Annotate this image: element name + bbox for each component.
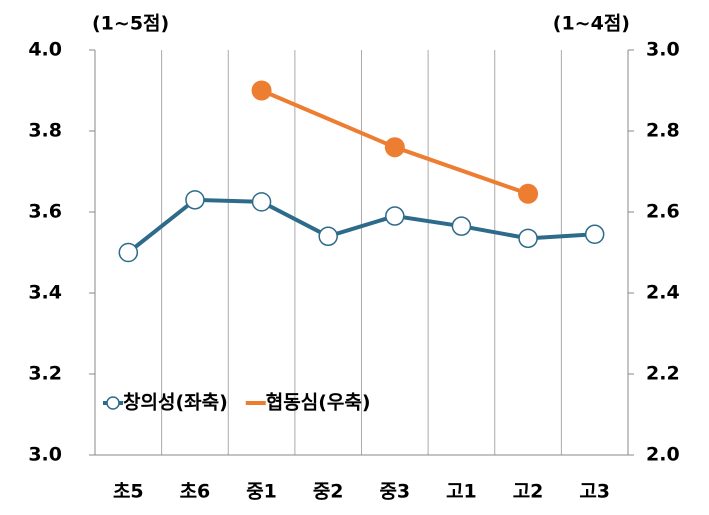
point xyxy=(185,190,205,210)
point xyxy=(318,226,338,247)
legend-label: 협동심(우축) xyxy=(266,392,371,414)
legend-label: 창의성(좌축) xyxy=(123,392,228,414)
point xyxy=(518,228,538,249)
point xyxy=(451,216,472,236)
y-tick-label: 3.6 xyxy=(28,201,62,223)
x-tick-label: 중3 xyxy=(379,481,410,503)
legend-marker xyxy=(106,396,120,410)
point xyxy=(385,206,405,226)
x-tick-label: 중1 xyxy=(246,481,277,503)
point xyxy=(584,224,605,245)
y2-tick-label: 2.6 xyxy=(646,201,680,223)
y2-tick-label: 2.4 xyxy=(646,282,680,304)
y-tick-label: 3.0 xyxy=(28,444,62,466)
y2-tick-label: 3.0 xyxy=(646,39,680,61)
point xyxy=(118,242,139,263)
point xyxy=(518,183,539,204)
series-line xyxy=(127,197,595,255)
x-tick-label: 고3 xyxy=(579,481,610,503)
y2-tick-label: 2.2 xyxy=(646,363,680,385)
point xyxy=(251,192,272,212)
y-axis-label: (1~5점) xyxy=(92,13,169,35)
x-tick-label: 초6 xyxy=(180,481,211,503)
x-tick-label: 고2 xyxy=(513,481,544,503)
x-tick-label: 초5 xyxy=(113,481,144,503)
point xyxy=(384,137,405,158)
point xyxy=(251,80,272,101)
x-tick-label: 고1 xyxy=(446,481,477,503)
y2-tick-label: 2.0 xyxy=(646,444,680,466)
y2-axis-label: (1~4점) xyxy=(553,13,630,35)
y-tick-label: 3.8 xyxy=(28,120,62,142)
y2-tick-label: 2.8 xyxy=(646,120,680,142)
y-tick-label: 3.4 xyxy=(28,282,62,304)
y-tick-label: 3.2 xyxy=(28,363,62,385)
y-tick-label: 4.0 xyxy=(28,39,62,61)
x-tick-label: 중2 xyxy=(313,481,344,503)
